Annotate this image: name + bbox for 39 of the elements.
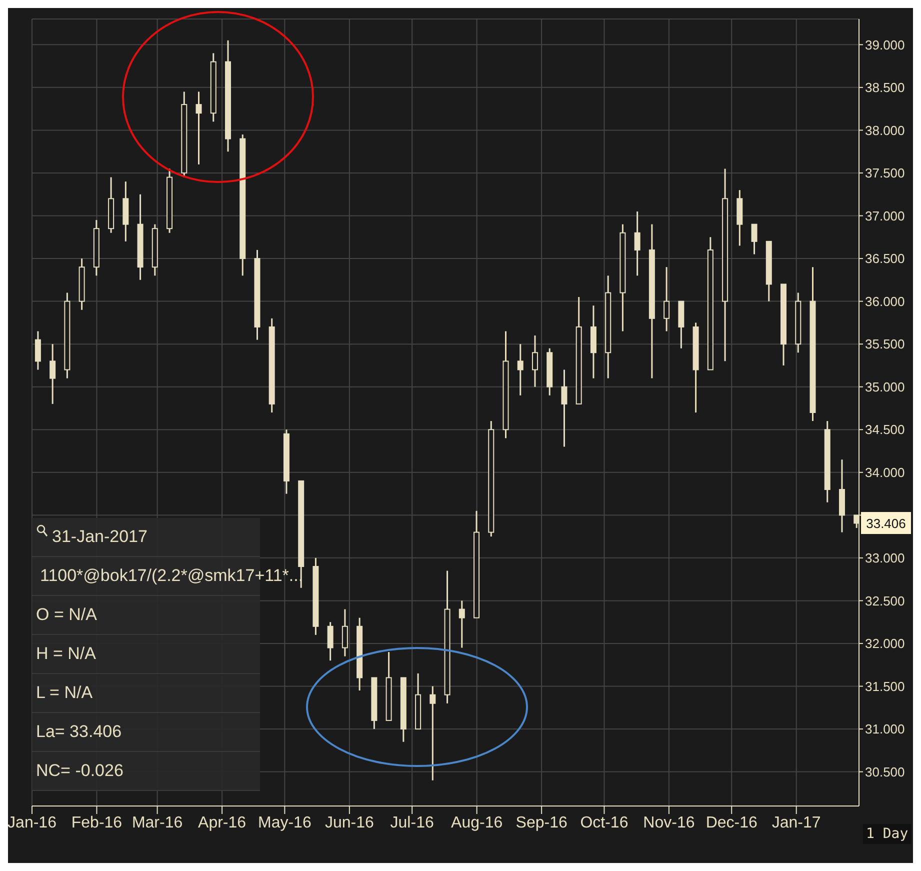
y-tick-label: 37.500: [865, 166, 905, 181]
annotation: H = N/A: [36, 644, 96, 664]
x-tick-label: May-16: [258, 814, 312, 832]
annotation: 33.406: [861, 512, 911, 534]
annotation: 1100*@bok17/(2.2*@smk17+11*...: [40, 566, 304, 586]
x-tick-label: Jan-17: [772, 814, 821, 832]
x-tick-label: Feb-16: [71, 814, 122, 832]
x-tick-label: Mar-16: [132, 814, 183, 832]
y-tick-label: 34.500: [865, 422, 905, 438]
y-tick-label: 33.000: [865, 550, 905, 566]
y-tick-label: 39.000: [865, 37, 905, 52]
y-tick-label: 32.000: [865, 636, 905, 652]
annotation: O = N/A: [36, 605, 97, 625]
y-tick-label: 30.500: [865, 764, 905, 780]
x-tick-label: Jun-16: [324, 814, 374, 832]
y-tick-label: 38.000: [865, 122, 905, 138]
y-tick-label: 36.000: [865, 294, 905, 309]
x-tick-label: Apr-16: [198, 814, 246, 832]
annotation: NC= -0.026: [36, 761, 124, 781]
x-tick-label: Dec-16: [706, 814, 758, 832]
y-tick-label: 36.500: [865, 251, 905, 266]
y-tick-label: 31.500: [865, 678, 905, 694]
y-tick-label: 32.500: [865, 593, 905, 608]
annotation: 31-Jan-2017: [52, 527, 148, 547]
x-tick-label: Nov-16: [643, 814, 695, 832]
y-tick-label: 38.500: [865, 80, 905, 96]
x-tick-label: Aug-16: [451, 814, 503, 832]
y-tick-label: 34.000: [865, 464, 905, 480]
annotation: La= 33.406: [36, 722, 122, 742]
x-tick-label: Jul-16: [390, 814, 434, 832]
y-tick-label: 35.000: [865, 379, 905, 394]
x-tick-label: Jan-16: [8, 814, 57, 832]
x-tick-label: Sep-16: [516, 814, 568, 832]
annotation: L = N/A: [36, 683, 93, 703]
y-tick-label: 31.000: [865, 722, 905, 737]
x-tick-label: Oct-16: [580, 814, 628, 832]
text: 1 Day: [863, 824, 912, 844]
y-tick-label: 35.500: [865, 336, 905, 352]
y-tick-label: 37.000: [865, 208, 905, 224]
